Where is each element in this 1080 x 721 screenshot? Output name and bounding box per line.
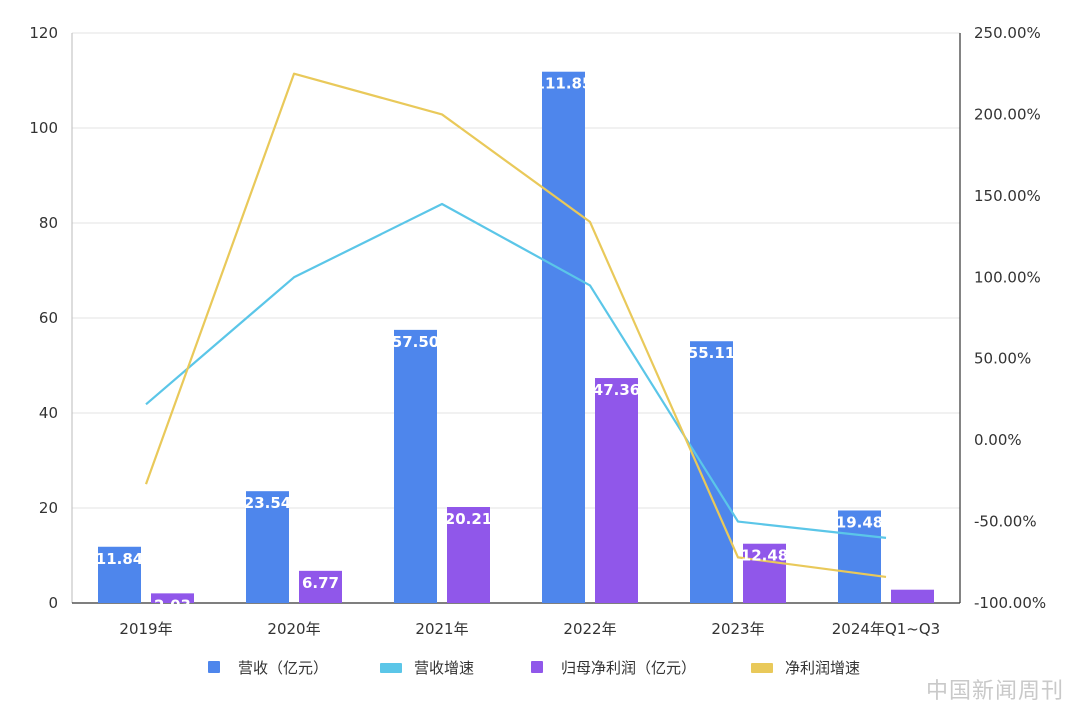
bar-value-label: 57.50: [392, 333, 439, 351]
bar-value-label: 20.21: [445, 510, 492, 528]
line-series: [145, 202, 887, 539]
y-right-tick-label: -50.00%: [974, 513, 1037, 531]
bar-value-label: 6.77: [302, 574, 339, 592]
bar-value-label: 19.48: [836, 513, 883, 531]
y-right-tick-label: 150.00%: [974, 187, 1041, 205]
bar: [690, 341, 733, 603]
bar: [891, 589, 934, 603]
legend-swatch: [531, 661, 543, 673]
x-category-label: 2022年: [563, 620, 616, 638]
x-category-label: 2023年: [711, 620, 764, 638]
lines: [144, 72, 887, 579]
bar: [299, 570, 342, 603]
legend-swatch: [208, 661, 220, 673]
x-category-label: 2024年Q1~Q3: [832, 620, 940, 638]
x-category-label: 2019年: [119, 620, 172, 638]
legend-label: 归母净利润（亿元）: [561, 659, 696, 677]
y-right-tick-label: 250.00%: [974, 24, 1041, 42]
y-right-tick-label: -100.00%: [974, 594, 1046, 612]
legend-swatch: [751, 663, 773, 673]
bar: [542, 71, 585, 603]
bar: [98, 546, 141, 603]
bars: [98, 71, 934, 603]
y-left-tick-label: 0: [48, 594, 58, 612]
legend-swatch: [380, 663, 402, 673]
y-left-tick-label: 120: [29, 24, 58, 42]
bar-value-label: 23.54: [244, 494, 291, 512]
y-left-tick-label: 20: [39, 499, 58, 517]
legend: 营收（亿元） 营收增速 归母净利润（亿元） 净利润增速: [208, 659, 860, 677]
y-left-tick-label: 60: [39, 309, 58, 327]
bar: [743, 543, 786, 603]
y-left-tick-label: 100: [29, 119, 58, 137]
bar: [447, 507, 490, 603]
y-right-tick-label: 0.00%: [974, 431, 1022, 449]
legend-label: 营收（亿元）: [238, 659, 328, 677]
axes: 0 20 40 60 80 100 120 -100.00% -50.00% 0.00% 50.00…: [29, 24, 1046, 638]
line-series: [144, 72, 887, 579]
bar-value-label: 11.84: [96, 550, 143, 568]
bar-value-label: 111.85: [535, 75, 593, 93]
watermark-text: 中国新闻周刊: [926, 679, 1064, 704]
bar-value-label: 47.36: [593, 381, 640, 399]
bar-value-label: 12.48: [741, 547, 788, 565]
bar-value-label: 2.03: [154, 596, 191, 614]
bar: [151, 593, 194, 603]
y-right-tick-label: 100.00%: [974, 268, 1041, 286]
bar: [595, 378, 638, 603]
bar: [246, 491, 289, 603]
y-right-tick-label: 50.00%: [974, 350, 1031, 368]
y-left-tick-label: 40: [39, 404, 58, 422]
gridlines: [72, 32, 960, 509]
y-left-tick-label: 80: [39, 214, 58, 232]
x-category-label: 2020年: [267, 620, 320, 638]
data-labels: 11.84 23.54 57.50 111.85 55.11 19.48 2.03 6.77 2…: [96, 75, 883, 615]
bar: [838, 510, 881, 603]
bar: [394, 329, 437, 603]
y-right-tick-label: 200.00%: [974, 105, 1041, 123]
bar-value-label: 55.11: [688, 344, 735, 362]
legend-label: 净利润增速: [785, 659, 860, 677]
legend-label: 营收增速: [414, 659, 474, 677]
x-category-label: 2021年: [415, 620, 468, 638]
